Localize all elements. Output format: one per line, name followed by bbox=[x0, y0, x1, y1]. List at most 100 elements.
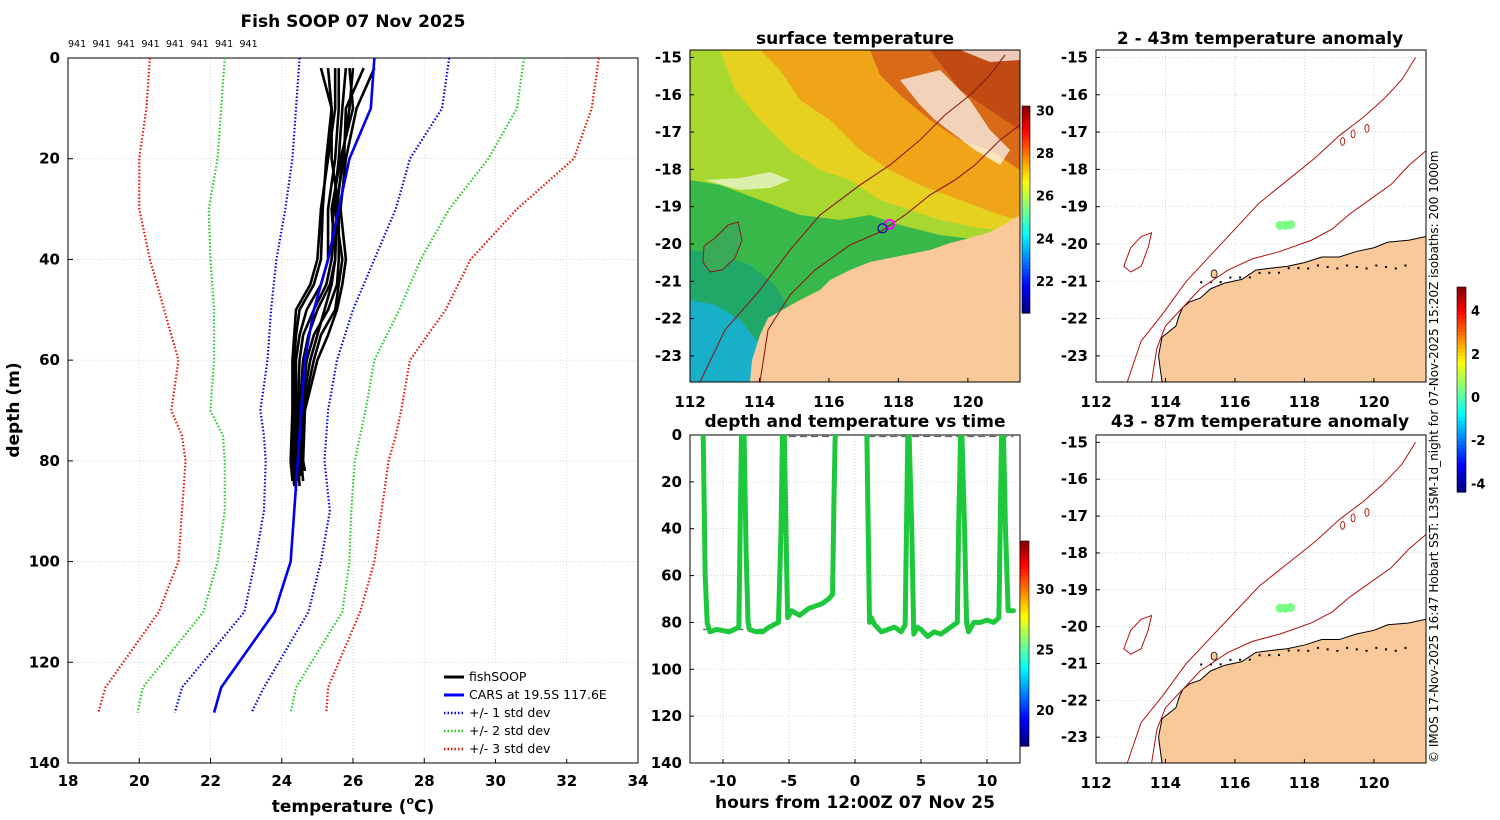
colorbar-frame bbox=[1021, 105, 1031, 314]
colorbar-segment bbox=[1457, 437, 1466, 442]
colorbar-segment bbox=[1020, 623, 1029, 628]
x-tick-label: 34 bbox=[628, 772, 649, 790]
coast-speck bbox=[1336, 649, 1339, 652]
depth-time-x-label: hours from 12:00Z 07 Nov 25 bbox=[715, 793, 995, 813]
depth-trace bbox=[864, 435, 1016, 639]
anomaly-2-43-title: 2 - 43m temperature anomaly bbox=[1117, 29, 1403, 49]
y-tick-label: 40 bbox=[39, 250, 60, 268]
colorbar-segment bbox=[1022, 143, 1030, 148]
colorbar-segment bbox=[1020, 701, 1029, 706]
colorbar-segment bbox=[1457, 451, 1466, 456]
map-x-tick-label: 114 bbox=[744, 393, 775, 411]
profile-chart: Fish SOOP 07 Nov 2025 941 941 941 941 941 941… bbox=[4, 12, 648, 817]
legend-label-std3: +/- 3 std dev bbox=[469, 741, 551, 756]
colorbar-segment bbox=[1020, 592, 1029, 597]
map-y-tick-label: -18 bbox=[1061, 544, 1088, 562]
colorbar-segment bbox=[1457, 468, 1466, 473]
colorbar-segment bbox=[1457, 328, 1466, 333]
map-x-tick-label: 116 bbox=[1219, 774, 1250, 792]
colorbar-segment bbox=[1457, 369, 1466, 374]
x-tick-label: 10 bbox=[977, 772, 998, 790]
sst-cloud-gap bbox=[705, 172, 790, 190]
colorbar-tick-label: 30 bbox=[1036, 104, 1054, 119]
colorbar-segment bbox=[1020, 571, 1029, 576]
isobath-200m bbox=[1151, 534, 1426, 763]
isobath-shoal bbox=[1350, 513, 1356, 523]
isobath-plateau bbox=[1123, 614, 1153, 655]
coast-speck bbox=[1287, 649, 1290, 652]
y-tick-label: 20 bbox=[661, 473, 682, 491]
colorbar-segment bbox=[1022, 161, 1030, 166]
y-tick-label: 0 bbox=[672, 426, 682, 444]
colorbar-segment bbox=[1020, 684, 1029, 689]
colorbar-segment bbox=[1020, 619, 1029, 624]
colorbar-segment bbox=[1020, 640, 1029, 645]
fishsoop-profile-line bbox=[300, 67, 365, 482]
colorbar-segment bbox=[1022, 199, 1030, 204]
count-label: 941 bbox=[142, 39, 160, 50]
colorbar-segment bbox=[1457, 287, 1466, 292]
colorbar-segment bbox=[1020, 660, 1029, 665]
colorbar-segment bbox=[1457, 410, 1466, 415]
coast-speck bbox=[1394, 649, 1397, 652]
colorbar-segment bbox=[1457, 464, 1466, 469]
x-tick-label: 30 bbox=[485, 772, 506, 790]
y-tick-label: 120 bbox=[651, 707, 682, 725]
std-dev-line bbox=[325, 58, 600, 713]
map-y-tick-label: -20 bbox=[1061, 618, 1088, 636]
coast-speck bbox=[1209, 281, 1212, 284]
coast-speck bbox=[1229, 658, 1232, 661]
colorbar-segment bbox=[1457, 293, 1466, 298]
x-tick-label: 18 bbox=[58, 772, 79, 790]
cars-profile-line bbox=[212, 58, 376, 713]
colorbar-segment bbox=[1457, 447, 1466, 452]
colorbar-segment bbox=[1020, 735, 1029, 740]
isobath-200m bbox=[1151, 150, 1426, 382]
colorbar-segment bbox=[1020, 575, 1029, 580]
y-tick-label: 120 bbox=[29, 653, 60, 671]
map-x-tick-label: 112 bbox=[1080, 774, 1111, 792]
map-y-tick-label: -21 bbox=[1061, 654, 1088, 672]
map-y-tick-label: -19 bbox=[1061, 198, 1088, 216]
credit-text: © IMOS 17-Nov-2025 16:47 Hobart SST: L3S… bbox=[1427, 151, 1441, 763]
colorbar-segment bbox=[1022, 192, 1030, 197]
std-dev-line bbox=[173, 58, 301, 713]
colorbar-frame bbox=[1019, 540, 1030, 747]
anomaly-point bbox=[1286, 602, 1296, 612]
map-y-tick-label: -21 bbox=[1061, 272, 1088, 290]
profile-x-label: temperature (oC) bbox=[272, 794, 435, 817]
colorbar-segment bbox=[1457, 457, 1466, 462]
colorbar-segment bbox=[1457, 351, 1466, 356]
coast-speck bbox=[1200, 663, 1203, 666]
colorbar-segment bbox=[1457, 321, 1466, 326]
coast-speck bbox=[1307, 267, 1310, 270]
colorbar-segment bbox=[1020, 728, 1029, 733]
y-tick-label: 20 bbox=[39, 150, 60, 168]
colorbar-segment bbox=[1457, 290, 1466, 295]
colorbar-segment bbox=[1457, 440, 1466, 445]
colorbar-segment bbox=[1020, 664, 1029, 669]
coast-speck bbox=[1355, 265, 1358, 268]
sst-isobath-1000m bbox=[699, 54, 1006, 382]
map-y-tick-label: -17 bbox=[655, 123, 682, 141]
map-x-tick-label: 112 bbox=[1080, 393, 1111, 411]
profile-title: Fish SOOP 07 Nov 2025 bbox=[241, 12, 466, 32]
map-y-tick-label: -18 bbox=[1061, 160, 1088, 178]
std-dev-line bbox=[289, 58, 526, 713]
colorbar-segment bbox=[1020, 677, 1029, 682]
colorbar-tick-label: 4 bbox=[1471, 305, 1480, 320]
colorbar-segment bbox=[1022, 212, 1030, 217]
colorbar-segment bbox=[1022, 223, 1030, 228]
colorbar-segment bbox=[1020, 602, 1029, 607]
colorbar-segment bbox=[1022, 150, 1030, 155]
colorbar-segment bbox=[1022, 147, 1030, 152]
coast-speck bbox=[1375, 646, 1378, 649]
colorbar-segment bbox=[1457, 355, 1466, 360]
colorbar-segment bbox=[1020, 626, 1029, 631]
legend-label-std1: +/- 1 std dev bbox=[469, 705, 551, 720]
colorbar-segment bbox=[1457, 382, 1466, 387]
map-x-tick-label: 116 bbox=[1219, 393, 1250, 411]
count-label: 941 bbox=[191, 39, 209, 50]
colorbar-segment bbox=[1457, 430, 1466, 435]
legend-label-std2: +/- 2 std dev bbox=[469, 723, 551, 738]
